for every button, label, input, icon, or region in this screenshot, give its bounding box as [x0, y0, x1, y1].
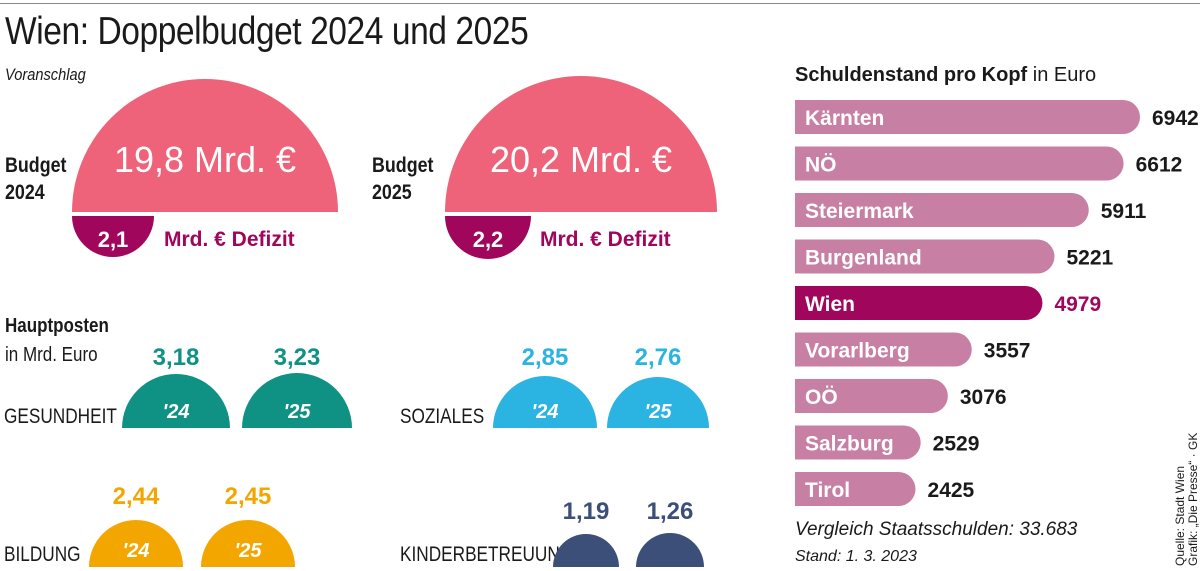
budget-2025-label-line2: 2025 [372, 181, 412, 204]
bar-value-kärnten: 6942 [1152, 107, 1199, 130]
debt-footnote: Vergleich Staatsschulden: 33.683 [795, 519, 1078, 540]
budget-2025-amount: 20,2 Mrd. € [490, 139, 672, 180]
bildung-2024-value: 2,44 [113, 483, 160, 510]
budget-2025-deficit-semicircle [445, 216, 531, 259]
bar-label-kärnten: Kärnten [805, 107, 884, 130]
category-bildung: BILDUNG [4, 543, 81, 566]
bar-value-tirol: 2425 [928, 479, 975, 502]
bar-steiermark [795, 193, 1089, 227]
bar-nö [795, 146, 1124, 181]
bildung-2025-year: '25 [234, 540, 262, 562]
bar-label-tirol: Tirol [805, 479, 850, 502]
budget-2024-deficit-value: 2,1 [98, 227, 129, 252]
gesundheit-2024-year: '24 [162, 401, 189, 423]
bar-label-vorarlberg: Vorarlberg [805, 340, 910, 363]
bar-value-oö: 3076 [960, 386, 1007, 409]
budget-2025-deficit-value: 2,2 [473, 227, 504, 252]
budget-2024-semicircle [72, 79, 338, 212]
category-kinderbetreuung: KINDERBETREUUNG [400, 543, 574, 566]
kinderbetreuung-2024-value: 1,19 [563, 498, 610, 525]
bar-kärnten [795, 100, 1140, 134]
soziales-2024-year: '24 [531, 401, 558, 423]
bildung-2025-value: 2,45 [225, 483, 272, 510]
kinderbetreuung-2025-semicircle [636, 533, 704, 567]
bar-label-steiermark: Steiermark [805, 200, 914, 223]
bar-salzburg [795, 425, 921, 460]
bar-wien [795, 286, 1043, 320]
soziales-2024-value: 2,85 [522, 344, 569, 371]
source-line2: Grafik: „Die Presse“ · GK [1186, 433, 1200, 566]
budget-2024-deficit-semicircle [72, 216, 154, 257]
debt-chart-title-bold: Schuldenstand pro Kopf [795, 64, 1028, 86]
bar-value-steiermark: 5911 [1101, 200, 1147, 223]
kinderbetreuung-2024-semicircle [553, 534, 619, 567]
bar-label-burgenland: Burgenland [805, 247, 922, 270]
budget-2024-label-line1: Budget [5, 154, 67, 177]
gesundheit-2024-value: 3,18 [153, 344, 200, 371]
budget-2025-label: Budget 2025 [372, 152, 433, 206]
gesundheit-2025-value: 3,23 [274, 344, 321, 371]
budget-2024-deficit-label: Mrd. € Defizit [164, 228, 295, 251]
kinderbetreuung-2025-value: 1,26 [647, 498, 694, 525]
bildung-2025-semicircle [201, 520, 295, 567]
source-credit: Quelle: Stadt Wien Grafik: „Die Presse“ … [1173, 433, 1200, 566]
bar-value-salzburg: 2529 [933, 433, 980, 456]
bar-tirol [795, 472, 916, 506]
bildung-2024-year: '24 [122, 540, 149, 562]
top-rule [0, 3, 1200, 4]
budget-2025-label-line1: Budget [372, 154, 434, 177]
bar-value-burgenland: 5221 [1066, 247, 1113, 270]
bar-burgenland [795, 239, 1055, 274]
gesundheit-2024-semicircle [122, 374, 230, 428]
debt-stand: Stand: 1. 3. 2023 [795, 548, 917, 565]
hauptposten-unit: in Mrd. Euro [5, 344, 98, 366]
bar-value-nö: 6612 [1136, 154, 1183, 177]
debt-chart-title: Schuldenstand pro Kopf in Euro [795, 64, 1096, 86]
budget-2024-label-line2: 2024 [5, 181, 45, 204]
budget-2024-amount: 19,8 Mrd. € [114, 139, 296, 180]
budget-2025-deficit-label: Mrd. € Defizit [540, 228, 671, 251]
debt-chart-title-rest: in Euro [1027, 64, 1096, 86]
soziales-2025-year: '25 [644, 401, 672, 423]
page-title: Wien: Doppelbudget 2024 und 2025 [5, 10, 529, 53]
budget-2024-label: Budget 2024 [5, 152, 66, 206]
bar-value-wien: 4979 [1054, 293, 1101, 316]
hauptposten-heading: Hauptposten [5, 315, 109, 337]
gesundheit-2025-semicircle [242, 373, 352, 428]
budget-2025-semicircle [445, 76, 717, 212]
bar-label-oö: OÖ [805, 386, 838, 409]
source-line1: Quelle: Stadt Wien [1173, 466, 1187, 566]
category-soziales: SOZIALES [400, 405, 485, 428]
bar-oö [795, 379, 948, 413]
page-subtitle: Voranschlag [5, 65, 86, 84]
debt-bars: Kärnten 6942 NÖ 6612 Steiermark 5911 Burgenlan… [795, 100, 1199, 506]
bar-vorarlberg [795, 332, 972, 367]
bar-value-vorarlberg: 3557 [984, 340, 1031, 363]
soziales-2025-semicircle [607, 377, 709, 428]
bar-label-salzburg: Salzburg [805, 433, 894, 456]
category-gesundheit: GESUNDHEIT [4, 405, 117, 428]
gesundheit-2025-year: '25 [283, 401, 311, 423]
soziales-2024-semicircle [493, 376, 597, 428]
bar-label-wien: Wien [805, 293, 855, 316]
bildung-2024-semicircle [89, 520, 183, 567]
bar-label-nö: NÖ [805, 154, 837, 177]
soziales-2025-value: 2,76 [635, 344, 682, 371]
